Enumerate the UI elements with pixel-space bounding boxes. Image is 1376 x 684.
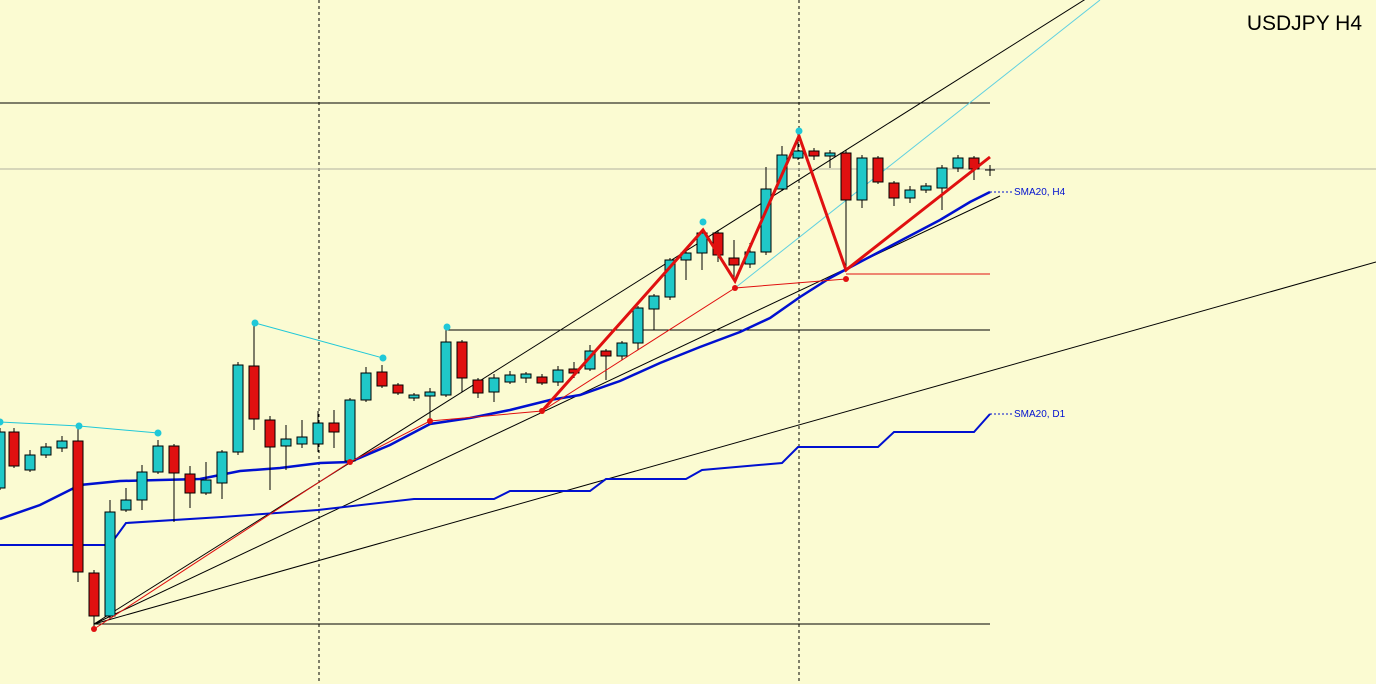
candles [0,130,995,630]
cyan-trendline [734,0,1101,289]
sma-d1 [0,413,1012,546]
zigzag-thick [540,131,991,412]
sma-h4-label: SMA20, H4 [1014,187,1066,198]
chart-title: USDJPY H4 [1247,12,1362,35]
fractal-highs [0,127,803,437]
sma-d1-label: SMA20, D1 [1014,409,1066,420]
